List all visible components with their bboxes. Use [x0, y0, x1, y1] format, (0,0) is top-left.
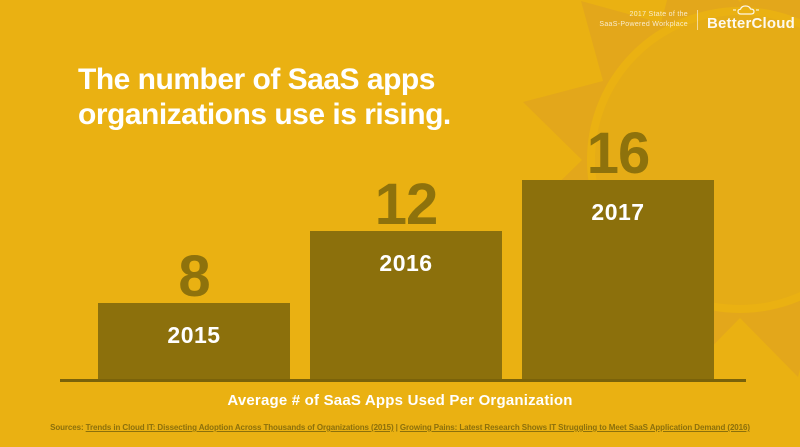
bar-2016: 2016 [310, 231, 502, 379]
brand-divider [696, 9, 698, 30]
tagline-line2: SaaS-Powered Workplace [599, 20, 688, 28]
bar-group-2016: 12 2016 [310, 172, 502, 379]
bar-group-2015: 8 2015 [98, 244, 290, 379]
page-title: The number of SaaS apps organizations us… [78, 62, 451, 132]
bar-value-2016: 12 [374, 172, 439, 237]
chart-caption: Average # of SaaS Apps Used Per Organiza… [227, 392, 573, 409]
title-line1: The number of SaaS apps [78, 63, 435, 96]
cloud-icon [732, 5, 759, 15]
sources-separator: | [393, 423, 400, 432]
brand-logo: BetterCloud [706, 5, 795, 32]
header-brand: 2017 State of the SaaS-Powered Workplace… [599, 5, 795, 32]
tagline-line1: 2017 State of the [629, 10, 688, 18]
bar-year-label-2017: 2017 [591, 199, 645, 225]
source-link-1[interactable]: Trends in Cloud IT: Dissecting Adoption … [85, 423, 394, 432]
sources-line: Sources: Trends in Cloud IT: Dissecting … [0, 423, 800, 432]
brand-name: BetterCloud [706, 15, 795, 32]
bar-year-label-2015: 2015 [167, 322, 221, 348]
bar-2015: 2015 [98, 303, 290, 379]
sources-prefix: Sources: [50, 423, 86, 432]
x-axis-line [60, 379, 746, 382]
bar-value-2017: 16 [586, 121, 651, 186]
bar-value-2015: 8 [178, 244, 210, 309]
bar-year-label-2016: 2016 [379, 250, 433, 276]
header-tagline: 2017 State of the SaaS-Powered Workplace [599, 10, 688, 30]
bar-group-2017: 16 2017 [522, 121, 714, 379]
title-line2: organizations use is rising. [78, 98, 451, 131]
bar-2017: 2017 [522, 180, 714, 379]
source-link-2[interactable]: Growing Pains: Latest Research Shows IT … [399, 423, 750, 432]
